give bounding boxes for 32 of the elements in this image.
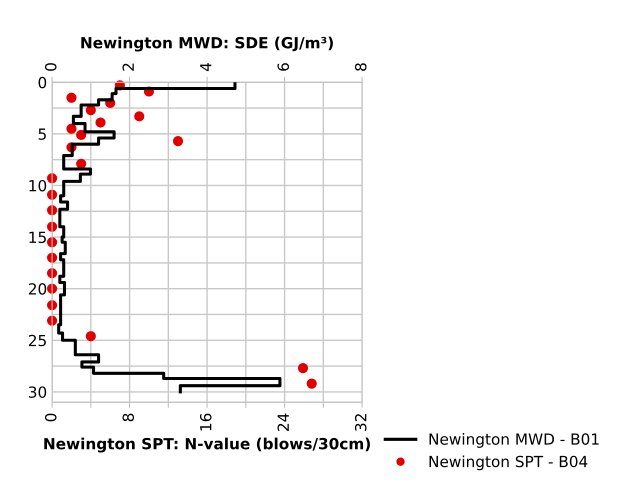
legend-label: Newington SPT - B04 — [430, 455, 588, 470]
x2-tick-label: 8 — [354, 63, 367, 71]
x-tick-label: 0 — [44, 414, 57, 422]
x2-axis-title: Newington MWD: SDE (GJ/m³) — [81, 36, 333, 52]
x2-tick-label: 0 — [44, 63, 57, 71]
x-tick-label: 16 — [200, 414, 212, 430]
x-tick-label: 32 — [354, 414, 367, 431]
y-tick-label: 25 — [28, 334, 46, 346]
x2-tick-label: 6 — [277, 63, 290, 71]
point — [172, 136, 184, 146]
x-tick-label: 8 — [122, 414, 134, 422]
point — [95, 117, 106, 128]
y-tick-label: 5 — [38, 128, 46, 140]
point — [76, 130, 86, 140]
point — [66, 92, 77, 103]
x2-tick-label: 2 — [122, 64, 134, 71]
point — [306, 378, 317, 389]
x-tick-label: 24 — [277, 413, 289, 431]
x-axis-title: Newington SPT: N-value (blows/30cm) — [44, 438, 370, 453]
point — [298, 363, 308, 374]
point — [86, 331, 96, 342]
y-tick-label: 0 — [38, 76, 46, 88]
y-tick-label: 15 — [29, 232, 46, 244]
point — [66, 124, 77, 134]
y-tick-label: 30 — [28, 386, 46, 398]
x2-tick-label: 4 — [200, 63, 212, 72]
point — [86, 105, 96, 116]
y-tick-label: 10 — [29, 180, 46, 192]
point — [134, 111, 144, 122]
y-tick-label: 20 — [28, 283, 46, 295]
point — [76, 158, 86, 169]
legend-label: Newington MWD - B01 — [430, 433, 599, 448]
